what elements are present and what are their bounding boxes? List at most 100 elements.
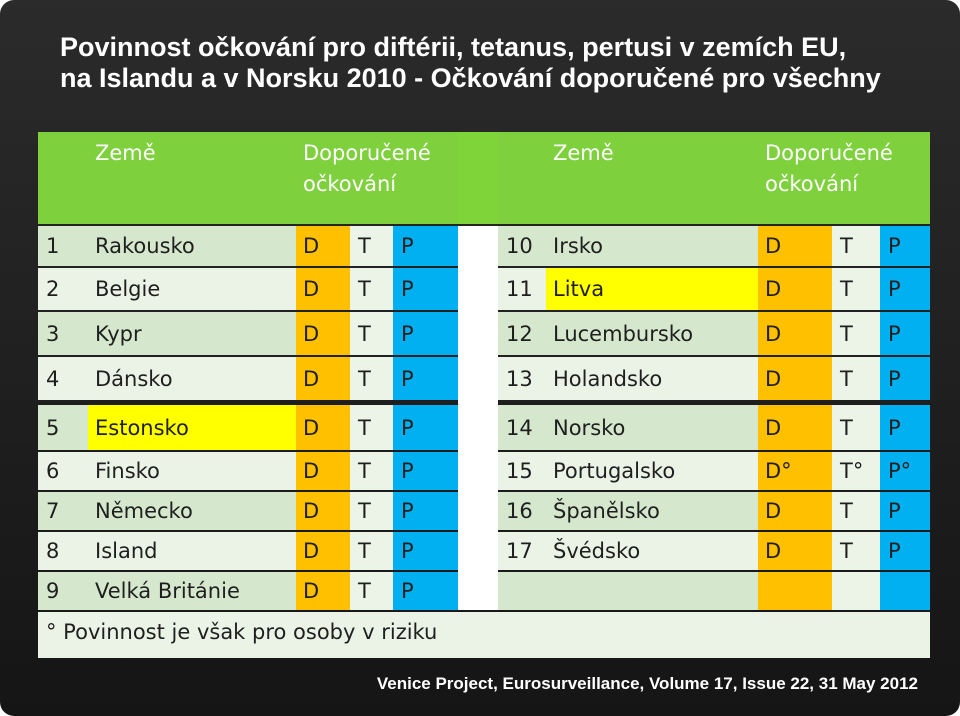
diphtheria-cell <box>758 268 832 310</box>
diphtheria-cell <box>758 452 832 490</box>
pertussis-mark: P <box>401 321 414 346</box>
country-name: Irsko <box>553 234 604 258</box>
pertussis-cell <box>880 572 930 610</box>
table-row-number-cell <box>38 572 88 610</box>
diphtheria-mark: D <box>303 234 320 258</box>
diphtheria-cell <box>296 312 350 355</box>
pertussis-cell <box>880 405 930 450</box>
pertussis-cell <box>880 452 930 490</box>
country-name: Holandsko <box>553 366 663 391</box>
pertussis-mark: P <box>401 579 414 603</box>
table-row-country-cell <box>88 357 296 400</box>
diphtheria-mark: D <box>765 415 782 440</box>
pertussis-mark: P <box>888 366 901 391</box>
pertussis-mark: P <box>888 321 901 346</box>
pertussis-cell <box>393 492 458 530</box>
tetanus-mark: T <box>358 321 371 346</box>
tetanus-mark: T <box>358 234 371 258</box>
pertussis-cell <box>880 312 930 355</box>
table-row-country-cell <box>88 405 296 450</box>
pertussis-mark: P <box>888 415 901 440</box>
row-number: 8 <box>46 539 60 563</box>
header-vaccination-left-2: očkování <box>303 172 397 196</box>
country-name: Velká Británie <box>95 579 240 603</box>
table-row-country-cell <box>88 452 296 490</box>
pertussis-mark: P <box>401 234 414 258</box>
diphtheria-cell <box>758 492 832 530</box>
row-number: 1 <box>46 234 60 258</box>
diphtheria-cell <box>296 492 350 530</box>
table-row-country-cell <box>546 357 758 400</box>
pertussis-cell <box>393 312 458 355</box>
tetanus-cell <box>832 532 880 570</box>
row-number: 12 <box>506 321 533 346</box>
source-citation: Venice Project, Eurosurveillance, Volume… <box>376 674 918 693</box>
diphtheria-cell <box>758 405 832 450</box>
diphtheria-mark: D <box>765 321 782 346</box>
table-row-number-cell <box>498 492 546 530</box>
country-name: Lucembursko <box>553 321 694 346</box>
title-line-1: Povinnost očkování pro diftérii, tetanus… <box>60 32 847 62</box>
row-number: 5 <box>46 415 60 440</box>
tetanus-cell <box>350 492 393 530</box>
pertussis-cell <box>880 268 930 310</box>
row-number: 17 <box>506 539 533 563</box>
table-row-number-cell <box>38 492 88 530</box>
row-number: 11 <box>506 277 533 301</box>
table-row-country-cell <box>546 572 758 610</box>
tetanus-mark: T <box>358 277 371 301</box>
pertussis-cell <box>393 357 458 400</box>
footnote-text: ° Povinnost je však pro osoby v riziku <box>46 620 438 644</box>
table-row-number-cell <box>38 532 88 570</box>
pertussis-cell <box>880 226 930 266</box>
table-row-number-cell <box>38 268 88 310</box>
row-number: 4 <box>46 366 60 391</box>
diphtheria-cell <box>296 572 350 610</box>
tetanus-mark: T <box>840 234 853 258</box>
tetanus-cell <box>350 357 393 400</box>
country-name: Švédsko <box>553 539 641 563</box>
diphtheria-mark: D <box>765 277 782 301</box>
table-row-number-cell <box>38 452 88 490</box>
table-row-country-cell <box>88 312 296 355</box>
row-number: 14 <box>506 415 533 440</box>
tetanus-cell <box>832 405 880 450</box>
diphtheria-cell <box>296 226 350 266</box>
country-name: Estonsko <box>95 415 189 440</box>
tetanus-mark: T <box>840 499 853 523</box>
diphtheria-mark: D <box>303 579 320 603</box>
header-left <box>38 132 458 224</box>
diphtheria-cell <box>758 312 832 355</box>
diphtheria-mark: D <box>303 499 320 523</box>
table-row-number-cell <box>498 312 546 355</box>
table-row-number-cell <box>38 226 88 266</box>
tetanus-cell <box>832 312 880 355</box>
table-row-country-cell <box>88 492 296 530</box>
diphtheria-mark: D <box>765 366 782 391</box>
pertussis-cell <box>393 405 458 450</box>
tetanus-mark: T <box>358 415 371 440</box>
tetanus-cell <box>832 268 880 310</box>
row-number: 7 <box>46 499 60 523</box>
tetanus-mark: T <box>358 539 371 563</box>
pertussis-cell <box>393 532 458 570</box>
table-row-number-cell <box>38 405 88 450</box>
diphtheria-mark: D <box>303 366 320 391</box>
header-vaccination-right-2: očkování <box>765 172 859 196</box>
diphtheria-cell <box>758 572 832 610</box>
table-row-country-cell <box>546 312 758 355</box>
diphtheria-mark: D <box>303 539 320 563</box>
row-number: 2 <box>46 277 60 301</box>
tetanus-mark: T <box>358 459 371 483</box>
diphtheria-cell <box>758 357 832 400</box>
pertussis-cell <box>393 572 458 610</box>
diphtheria-mark: D <box>303 277 320 301</box>
table-row-number-cell <box>498 268 546 310</box>
country-name: Rakousko <box>95 234 195 258</box>
slide-title: Povinnost očkování pro diftérii, tetanus… <box>60 32 940 94</box>
diphtheria-mark: D <box>303 321 320 346</box>
tetanus-cell <box>350 226 393 266</box>
table-row-number-cell <box>498 405 546 450</box>
country-name: Španělsko <box>553 499 660 523</box>
